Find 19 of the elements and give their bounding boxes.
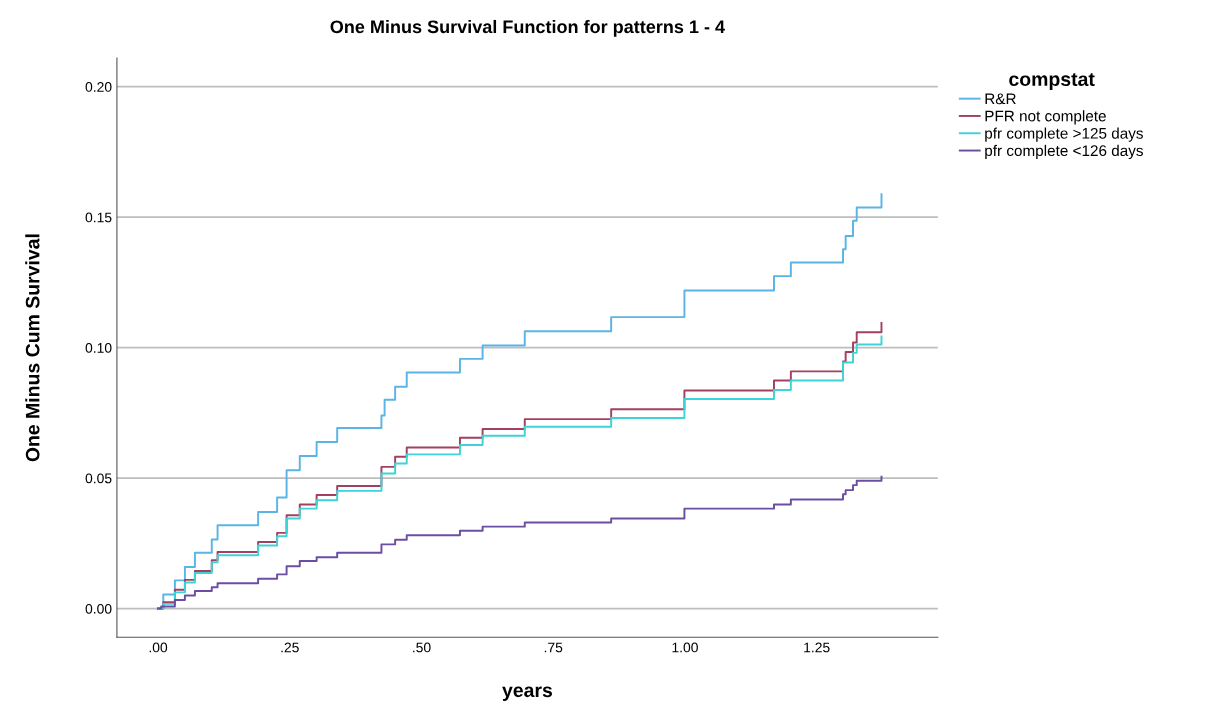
y-axis-title: One Minus Cum Survival — [25, 234, 40, 462]
legend-label: PFR not complete — [985, 110, 1106, 125]
y-tick-label: 0.10 — [85, 342, 112, 353]
x-tick-label: .75 — [544, 642, 563, 653]
y-tick-label: 0.15 — [85, 212, 112, 223]
legend-title: compstat — [1009, 73, 1095, 90]
x-axis-title: years — [502, 686, 553, 701]
x-tick-label: 1.00 — [672, 642, 698, 653]
chart-title: One Minus Survival Function for patterns 1 - 4 — [330, 19, 725, 37]
y-tick-label: 0.20 — [85, 82, 112, 92]
x-tick-label: .50 — [413, 642, 431, 653]
x-tick-label: .00 — [149, 642, 168, 653]
legend-label: R&R — [985, 93, 1016, 105]
legend-label: pfr complete <126 days — [985, 144, 1143, 160]
y-tick-label: 0.05 — [85, 473, 112, 484]
y-tick-label: 0.00 — [85, 603, 112, 614]
x-tick-label: 1.25 — [804, 642, 830, 653]
legend-label: pfr complete >125 days — [985, 127, 1143, 142]
x-tick-label: .25 — [281, 642, 299, 653]
